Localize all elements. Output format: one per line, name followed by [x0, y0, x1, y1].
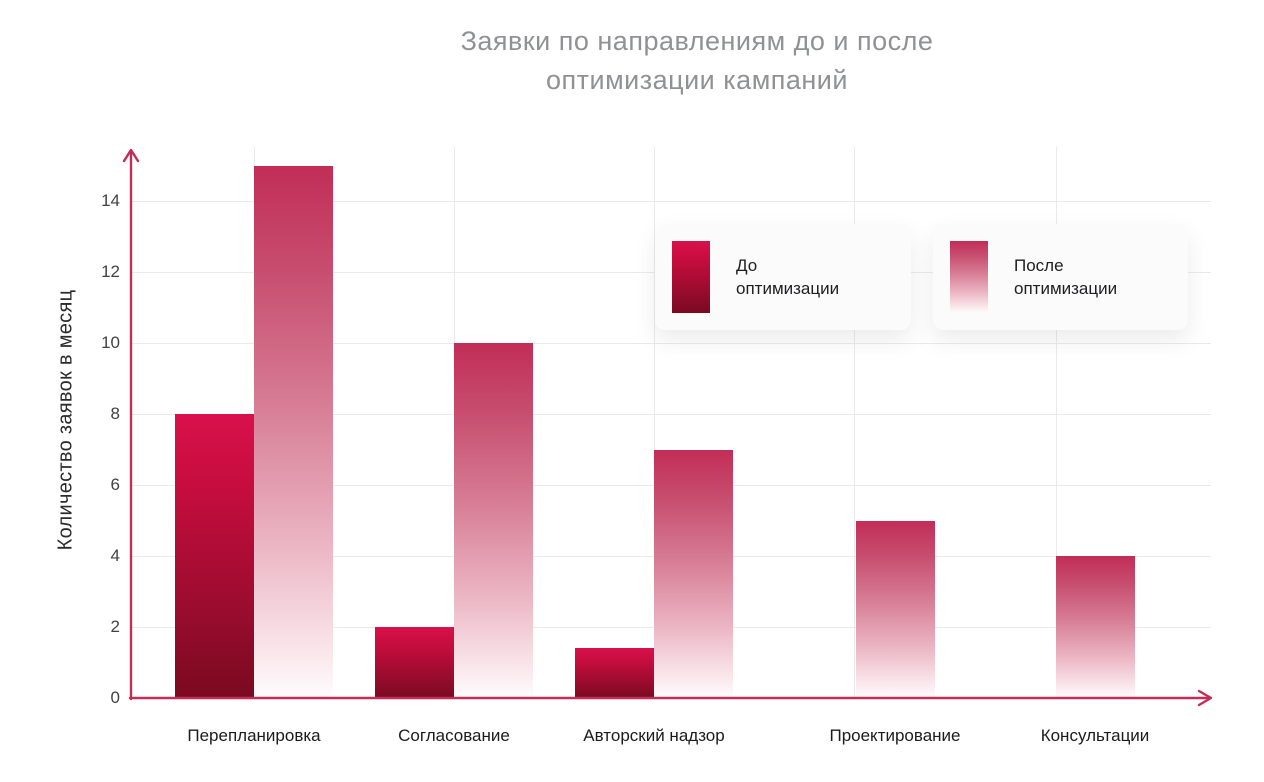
v-gridline [654, 147, 655, 698]
x-category-label: Проектирование [829, 726, 961, 745]
x-category-label: Перепланировка [187, 726, 321, 745]
y-axis [122, 148, 140, 701]
bar-before-0 [175, 414, 254, 698]
y-tick-label: 6 [110, 475, 120, 494]
h-gridline [132, 343, 1211, 344]
x-category-label: Согласование [398, 726, 510, 745]
chart-title: Заявки по направлениям до и после оптими… [130, 22, 1264, 100]
legend-item-before: До оптимизации [655, 224, 911, 330]
bar-before-2 [575, 648, 654, 698]
chart-title-line1: Заявки по направлениям до и после [460, 26, 934, 56]
chart-title-line2: оптимизации кампаний [546, 65, 848, 95]
y-tick-label: 2 [110, 617, 120, 636]
v-gridline [1056, 147, 1057, 698]
legend-label-after: После оптимизации [1014, 256, 1118, 298]
bar-before-1 [375, 627, 454, 698]
y-tick-label: 12 [101, 262, 120, 281]
h-gridline [132, 201, 1211, 202]
bar-after-0 [254, 165, 333, 698]
y-tick-label: 14 [101, 191, 120, 210]
legend-swatch-after [950, 241, 988, 313]
bar-after-2 [654, 449, 733, 698]
bar-after-3 [855, 520, 935, 698]
legend-swatch-before [672, 241, 710, 313]
x-axis-arrow-icon [1197, 689, 1213, 707]
bar-after-1 [454, 343, 533, 698]
v-gridline [854, 147, 855, 698]
x-category-label: Авторский надзор [583, 726, 725, 745]
bar-after-4 [1055, 556, 1135, 698]
y-tick-label: 8 [110, 404, 120, 423]
h-gridline [132, 414, 1211, 415]
legend-item-after: После оптимизации [933, 224, 1188, 330]
y-axis-title: Количество заявок в месяц [54, 289, 77, 551]
x-category-label: Консультации [1040, 726, 1150, 745]
y-tick-label: 4 [110, 546, 120, 565]
y-tick-label: 10 [101, 333, 120, 352]
y-axis-arrow-icon [122, 148, 140, 163]
legend-label-before: До оптимизации [736, 256, 840, 298]
y-tick-label: 0 [110, 688, 120, 707]
